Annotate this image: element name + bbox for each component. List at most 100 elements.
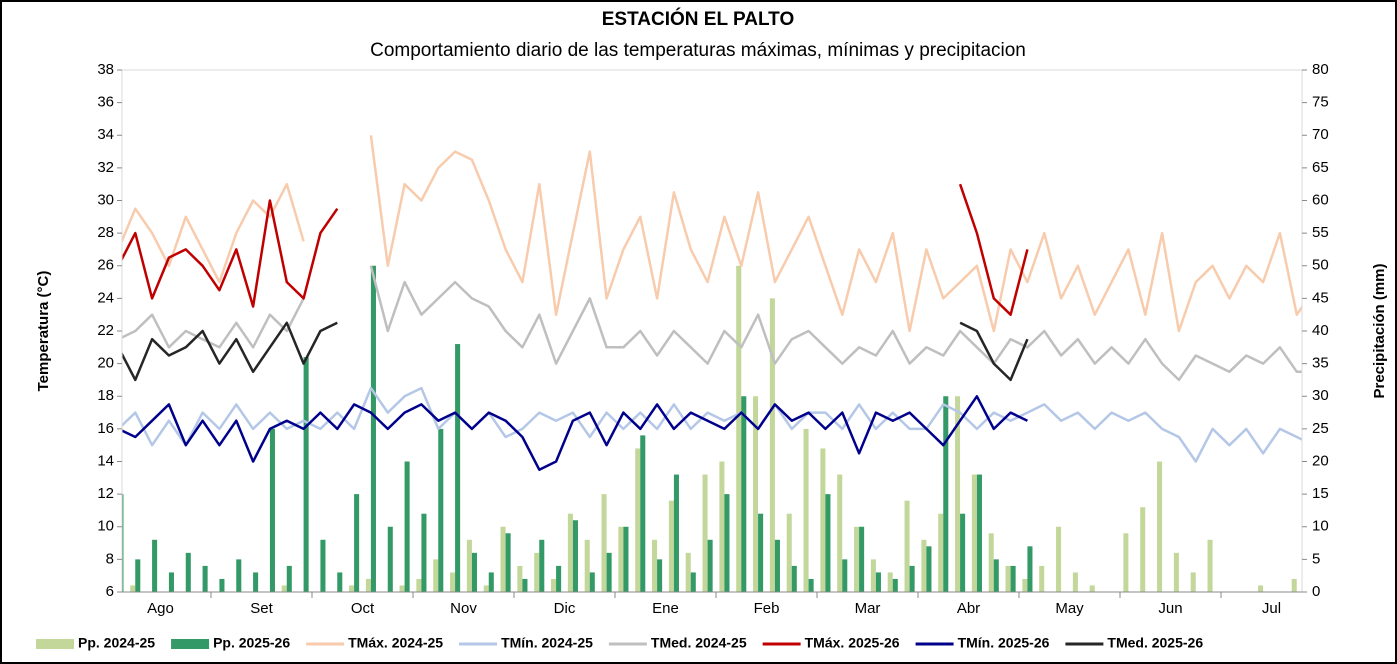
y-tick-label: 8: [106, 550, 114, 567]
plot-area: [122, 135, 1302, 592]
y-tick-label: 32: [97, 159, 114, 176]
precip-bar: [769, 298, 775, 592]
precip-bar: [854, 526, 860, 592]
y2-tick-label: 5: [1312, 550, 1320, 567]
precip-bar: [130, 585, 136, 592]
precip-bar: [567, 513, 573, 592]
precip-bar: [349, 585, 355, 592]
y2-tick-label: 30: [1312, 387, 1329, 404]
precip-bar: [842, 559, 848, 592]
precip-bar: [500, 526, 506, 592]
precip-bar: [1190, 572, 1196, 592]
precip-bar: [1056, 526, 1062, 592]
y-tick-label: 20: [97, 355, 114, 372]
precip-bar: [1072, 572, 1078, 592]
precip-bar: [135, 559, 141, 592]
x-tick-label: Mar: [855, 600, 881, 617]
x-tick-label: May: [1055, 600, 1084, 617]
temp-line: [122, 386, 1302, 463]
precip-bar: [236, 559, 242, 592]
legend-label: TMín. 2024-25: [501, 635, 593, 651]
y-tick-label: 24: [97, 289, 114, 306]
precip-bar: [483, 585, 489, 592]
y-tick-label: 10: [97, 518, 114, 535]
temp-line: [122, 183, 1029, 316]
x-tick-label: Dic: [554, 600, 576, 617]
precip-bar: [584, 539, 590, 592]
y-tick-label: 18: [97, 387, 114, 404]
precip-bar: [635, 448, 641, 592]
legend-label: TMáx. 2024-25: [348, 635, 443, 651]
precip-bar: [875, 572, 881, 592]
precip-bar: [955, 396, 961, 592]
precip-bar: [988, 533, 994, 592]
x-tick-label: Feb: [754, 600, 780, 617]
precip-bar: [522, 578, 528, 592]
precip-bar: [724, 494, 730, 592]
y-tick-label: 36: [97, 94, 114, 111]
precip-bar: [320, 539, 326, 592]
precip-bar: [1207, 539, 1213, 592]
precip-bar: [690, 572, 696, 592]
precip-bar: [365, 578, 371, 592]
y-tick-label: 34: [97, 126, 114, 143]
precip-bar: [505, 533, 511, 592]
precip-bar: [286, 565, 292, 592]
y2-tick-label: 60: [1312, 191, 1329, 208]
legend-label: TMáx. 2025-26: [805, 635, 900, 651]
precip-bar: [269, 428, 275, 592]
precip-bar: [1005, 565, 1011, 592]
precip-bar: [387, 526, 393, 592]
y-tick-label: 22: [97, 322, 114, 339]
y2-tick-label: 10: [1312, 518, 1329, 535]
precip-bar: [185, 552, 191, 592]
precip-bar: [337, 572, 343, 592]
y-tick-label: 30: [97, 191, 114, 208]
precip-bar: [870, 559, 876, 592]
y-tick-label: 38: [97, 61, 114, 78]
legend-swatch: [171, 639, 210, 649]
precip-bar: [825, 494, 831, 592]
precip-bar: [450, 572, 456, 592]
precip-bar: [1258, 585, 1264, 592]
x-tick-label: Nov: [450, 600, 477, 617]
precip-bar: [551, 578, 557, 592]
temp-line: [122, 321, 1029, 382]
precip-bar: [758, 513, 764, 592]
y2-tick-label: 0: [1312, 583, 1320, 600]
precip-bar: [1140, 507, 1146, 592]
x-tick-label: Ago: [147, 600, 174, 617]
precip-bar: [976, 474, 982, 592]
precip-bar: [1173, 552, 1179, 592]
precip-bar: [859, 526, 865, 592]
precip-bar: [1022, 578, 1028, 592]
legend-swatch: [36, 639, 74, 649]
y-tick-label: 16: [97, 420, 114, 437]
y2-tick-label: 15: [1312, 485, 1329, 502]
precip-bar: [921, 539, 927, 592]
precip-bar: [1010, 565, 1016, 592]
legend-label: Pp. 2024-25: [78, 635, 155, 651]
precip-bar: [1123, 533, 1129, 592]
precip-bar: [1291, 578, 1297, 592]
precip-bar: [685, 552, 691, 592]
y2-tick-label: 65: [1312, 159, 1329, 176]
precip-bar: [572, 520, 578, 592]
x-tick-label: Set: [250, 600, 273, 617]
x-tick-label: Abr: [957, 600, 980, 617]
precip-bar: [719, 461, 725, 592]
precip-bar: [354, 494, 360, 592]
y-axis-title: Temperatura (°C): [35, 271, 52, 392]
y-tick-label: 12: [97, 485, 114, 502]
precip-bar: [640, 435, 646, 592]
precip-bar: [1157, 461, 1163, 592]
precip-bar: [438, 428, 444, 592]
y-tick-label: 6: [106, 583, 114, 600]
y-tick-label: 26: [97, 257, 114, 274]
legend-label: Pp. 2025-26: [213, 635, 290, 651]
y2-tick-label: 80: [1312, 61, 1329, 78]
precip-bar: [404, 461, 410, 592]
precip-bar: [623, 526, 629, 592]
precip-bar: [837, 474, 843, 592]
